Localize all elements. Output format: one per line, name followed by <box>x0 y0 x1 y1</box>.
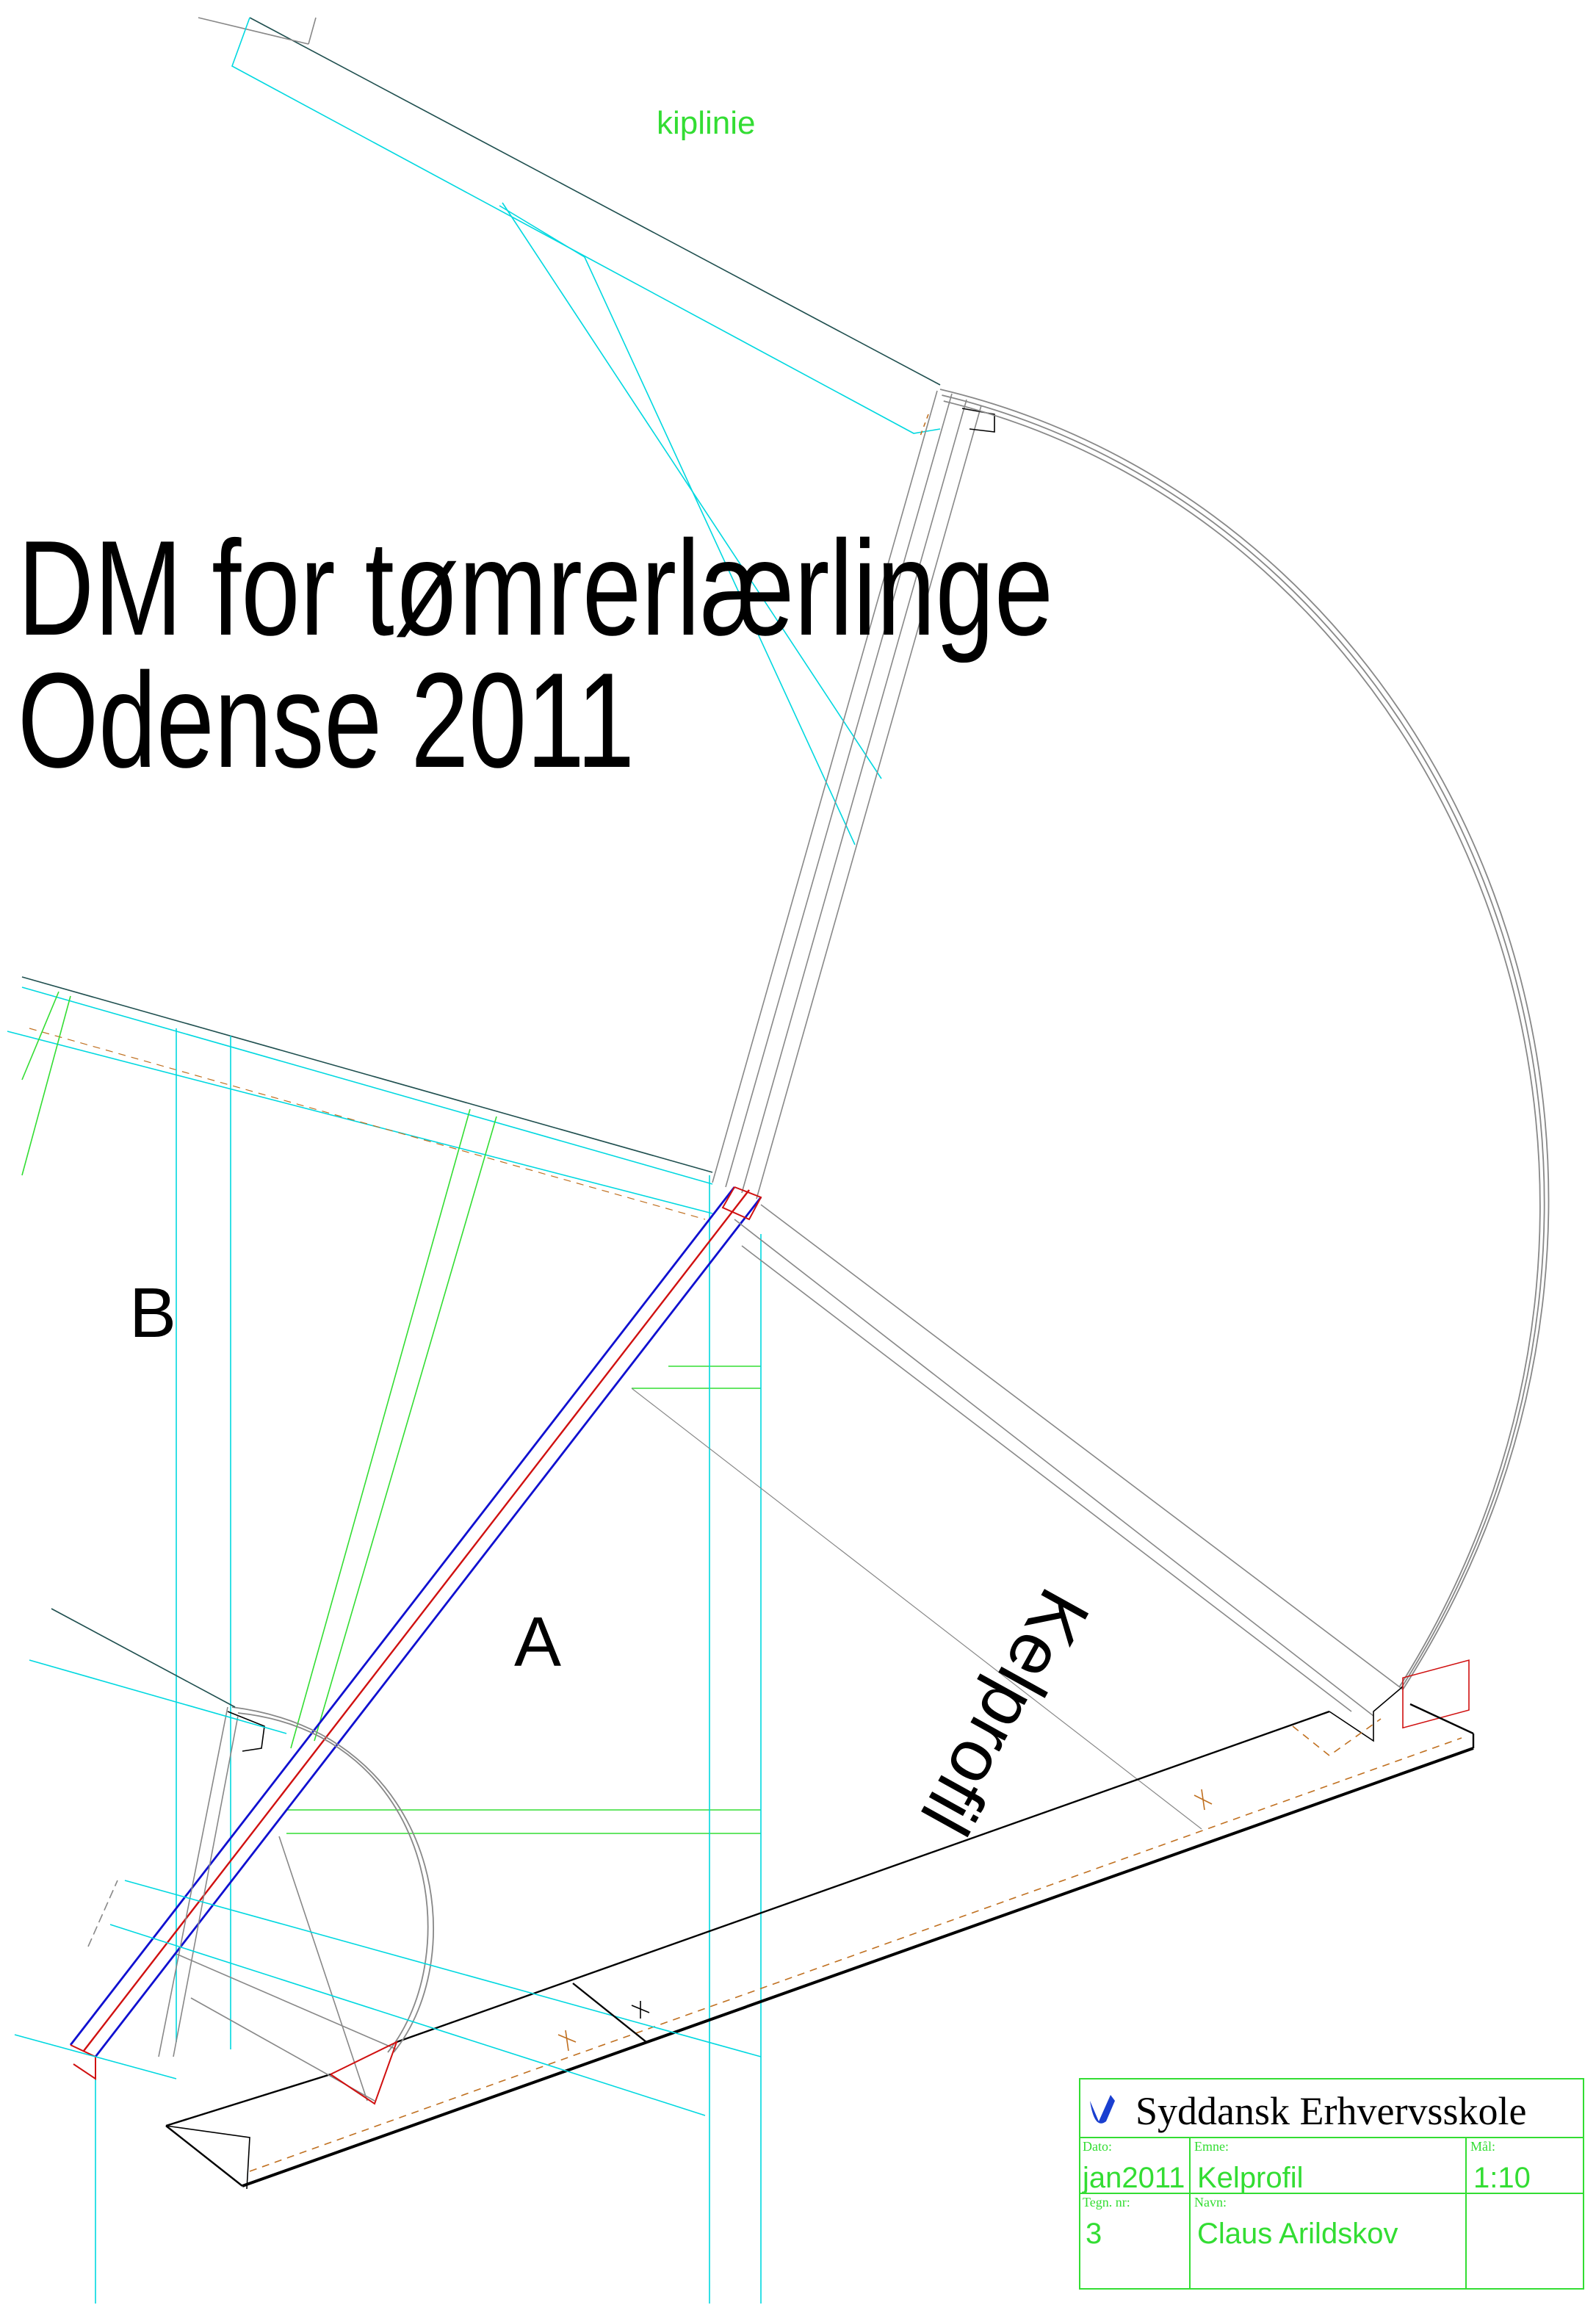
line <box>573 1983 646 2042</box>
line <box>1410 1704 1473 1734</box>
line <box>228 1711 264 1751</box>
field-label: Navn: <box>1194 2195 1227 2210</box>
field-label: Dato: <box>1083 2139 1112 2154</box>
line <box>22 987 712 1184</box>
line <box>566 2030 568 2051</box>
line <box>314 1117 497 1741</box>
line <box>22 977 712 1172</box>
line <box>962 408 994 432</box>
line <box>22 992 59 1080</box>
school: Syddansk Erhvervsskole <box>1135 2089 1526 2133</box>
arc <box>238 1713 428 2052</box>
line <box>7 1031 712 1213</box>
line <box>71 2045 95 2079</box>
note: kiplinie <box>657 105 756 141</box>
arc <box>232 1707 433 2052</box>
label: A <box>514 1603 561 1681</box>
line <box>110 1925 705 2115</box>
page: kiplinie DM for tømrerlærlinge Odense 20… <box>0 0 1596 2305</box>
line <box>279 1836 367 2101</box>
line <box>29 1660 286 1734</box>
line <box>125 1880 761 2057</box>
line <box>176 1954 397 2049</box>
profile-label: Kelprofil <box>905 1576 1105 1847</box>
heading-line: DM for tømrerlærlinge <box>18 512 1053 663</box>
logo <box>1090 2095 1115 2124</box>
line <box>159 1707 228 2057</box>
line <box>84 1190 749 2051</box>
line <box>198 18 308 44</box>
line <box>712 391 937 1183</box>
line <box>166 2074 331 2126</box>
field-label: Emne: <box>1194 2139 1229 2154</box>
line <box>250 18 940 385</box>
field-label: Mål: <box>1470 2139 1495 2154</box>
line <box>308 18 316 44</box>
line <box>232 18 940 433</box>
field-label: Tegn. nr: <box>1083 2195 1130 2210</box>
line <box>632 1388 1202 1829</box>
label: B <box>129 1274 176 1352</box>
line <box>291 1109 470 1748</box>
title-block: Syddansk Erhvervsskole Dato: jan2011 Emn… <box>1080 2079 1584 2289</box>
field-value: jan2011 <box>1082 2162 1185 2194</box>
line <box>397 1711 1329 2042</box>
drawing: kiplinie DM for tømrerlærlinge Odense 20… <box>0 0 1596 2305</box>
field-value: 1:10 <box>1473 2162 1531 2194</box>
field-value: Kelprofil <box>1197 2162 1304 2194</box>
heading-line: Odense 2011 <box>18 644 635 796</box>
field-value: 3 <box>1086 2218 1102 2250</box>
line <box>1329 1687 1403 1741</box>
geometry <box>7 18 1548 2304</box>
field-value: Claus Arildskov <box>1197 2218 1398 2250</box>
line <box>88 1880 118 1947</box>
